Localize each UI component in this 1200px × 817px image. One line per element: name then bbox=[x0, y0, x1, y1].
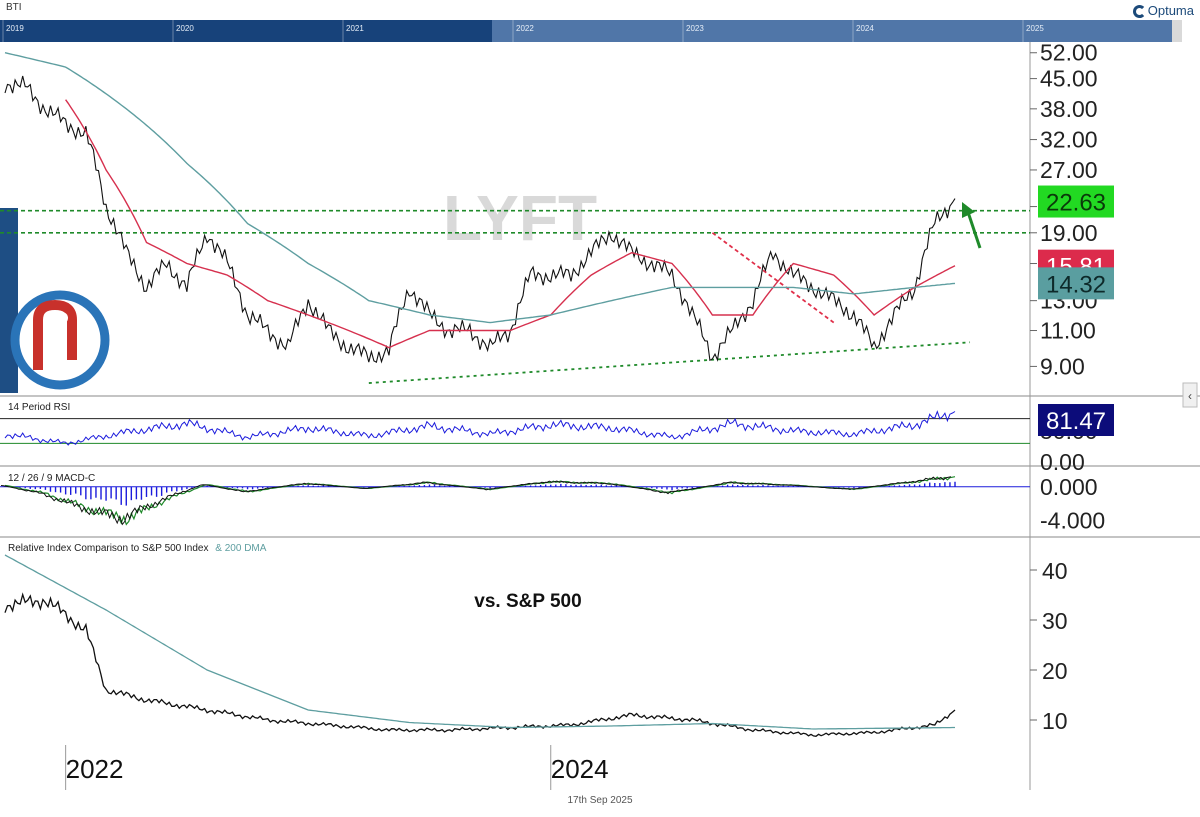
relative-panel: 10 20 30 40 bbox=[4, 554, 1068, 737]
macd-line bbox=[0, 476, 952, 526]
relative-y-label: 40 bbox=[1042, 558, 1068, 584]
rsi-level-box bbox=[1038, 404, 1114, 436]
macd-signal-line bbox=[4, 476, 956, 526]
rsi-title: 14 Period RSI bbox=[8, 402, 70, 413]
up-arrow-icon bbox=[966, 211, 982, 249]
navigator-years: 2019 2020 2021 2022 2023 2024 2025 bbox=[2, 20, 1044, 42]
navigator-year-label: 2020 bbox=[176, 24, 194, 33]
ticker-label: BTI bbox=[6, 2, 22, 13]
navigator-year-label: 2024 bbox=[856, 24, 874, 33]
relative-subtitle: & 200 DMA bbox=[215, 543, 266, 554]
price-panel: 9.0011.0013.0016.0019.0022.0027.0032.003… bbox=[0, 40, 1114, 384]
footer-date: 17th Sep 2025 bbox=[567, 795, 633, 806]
level-box bbox=[1038, 267, 1114, 300]
downtrend-line bbox=[711, 232, 835, 324]
price-y-label: 9.00 bbox=[1040, 353, 1085, 379]
relative-line bbox=[4, 592, 956, 737]
relative-y-label: 10 bbox=[1042, 708, 1068, 734]
price-y-label: 19.00 bbox=[1040, 220, 1098, 246]
rsi-level-value: 81.47 bbox=[1046, 408, 1106, 435]
navigator-year-label: 2023 bbox=[686, 24, 704, 33]
x-axis: 2022 2024 bbox=[65, 745, 609, 790]
macd-y-label: -4.000 bbox=[1040, 507, 1105, 533]
brand-logo-mark bbox=[0, 208, 110, 393]
price-y-label: 11.00 bbox=[1040, 318, 1096, 344]
relative-annotation: vs. S&P 500 bbox=[474, 591, 581, 612]
brand-label: Optuma bbox=[1147, 3, 1194, 18]
level-box bbox=[1038, 185, 1114, 218]
rsi-y-label: 0.00 bbox=[1040, 449, 1085, 475]
optuma-logo-icon bbox=[1132, 5, 1146, 18]
level-value: 22.63 bbox=[1046, 190, 1106, 217]
navigator-handle[interactable] bbox=[1172, 20, 1182, 42]
price-line bbox=[4, 75, 956, 364]
rsi-line bbox=[4, 410, 956, 446]
price-y-label: 38.00 bbox=[1040, 96, 1098, 122]
ma_fast-line bbox=[65, 99, 956, 349]
x-tick-label: 2024 bbox=[551, 754, 609, 784]
relative-title-group: Relative Index Comparison to S&P 500 Ind… bbox=[8, 543, 267, 554]
navigator-year-label: 2025 bbox=[1026, 24, 1044, 33]
macd-y-label: 0.000 bbox=[1040, 474, 1098, 500]
relative-title: Relative Index Comparison to S&P 500 Ind… bbox=[8, 543, 209, 554]
ma_slow-line bbox=[4, 52, 956, 324]
price-y-label: 52.00 bbox=[1040, 40, 1098, 66]
navigator-year-label: 2021 bbox=[346, 24, 364, 33]
relative-y-label: 30 bbox=[1042, 608, 1068, 634]
price-y-label: 32.00 bbox=[1040, 127, 1098, 153]
brand-name: Optuma bbox=[1132, 3, 1194, 18]
price-y-label: 27.00 bbox=[1040, 157, 1098, 183]
up-arrow-head-icon bbox=[962, 202, 975, 218]
x-tick-label: 2022 bbox=[66, 754, 124, 784]
watermark: LYFT bbox=[443, 182, 597, 254]
rising-trendline bbox=[368, 341, 971, 384]
price-y-label: 45.00 bbox=[1040, 66, 1098, 92]
level-value: 14.32 bbox=[1046, 271, 1106, 298]
relative_ma-line bbox=[4, 554, 955, 730]
collapse-panel-button[interactable] bbox=[1182, 382, 1198, 408]
macd-panel: -4.000 0.000 bbox=[0, 474, 1105, 533]
chevron-left-icon: ‹ bbox=[1188, 389, 1192, 403]
navigator-selection[interactable] bbox=[492, 20, 1182, 42]
navigator-year-label: 2022 bbox=[516, 24, 534, 33]
relative-y-label: 20 bbox=[1042, 658, 1068, 684]
macd-title: 12 / 26 / 9 MACD-C bbox=[8, 473, 95, 484]
navigator-year-label: 2019 bbox=[6, 24, 24, 33]
